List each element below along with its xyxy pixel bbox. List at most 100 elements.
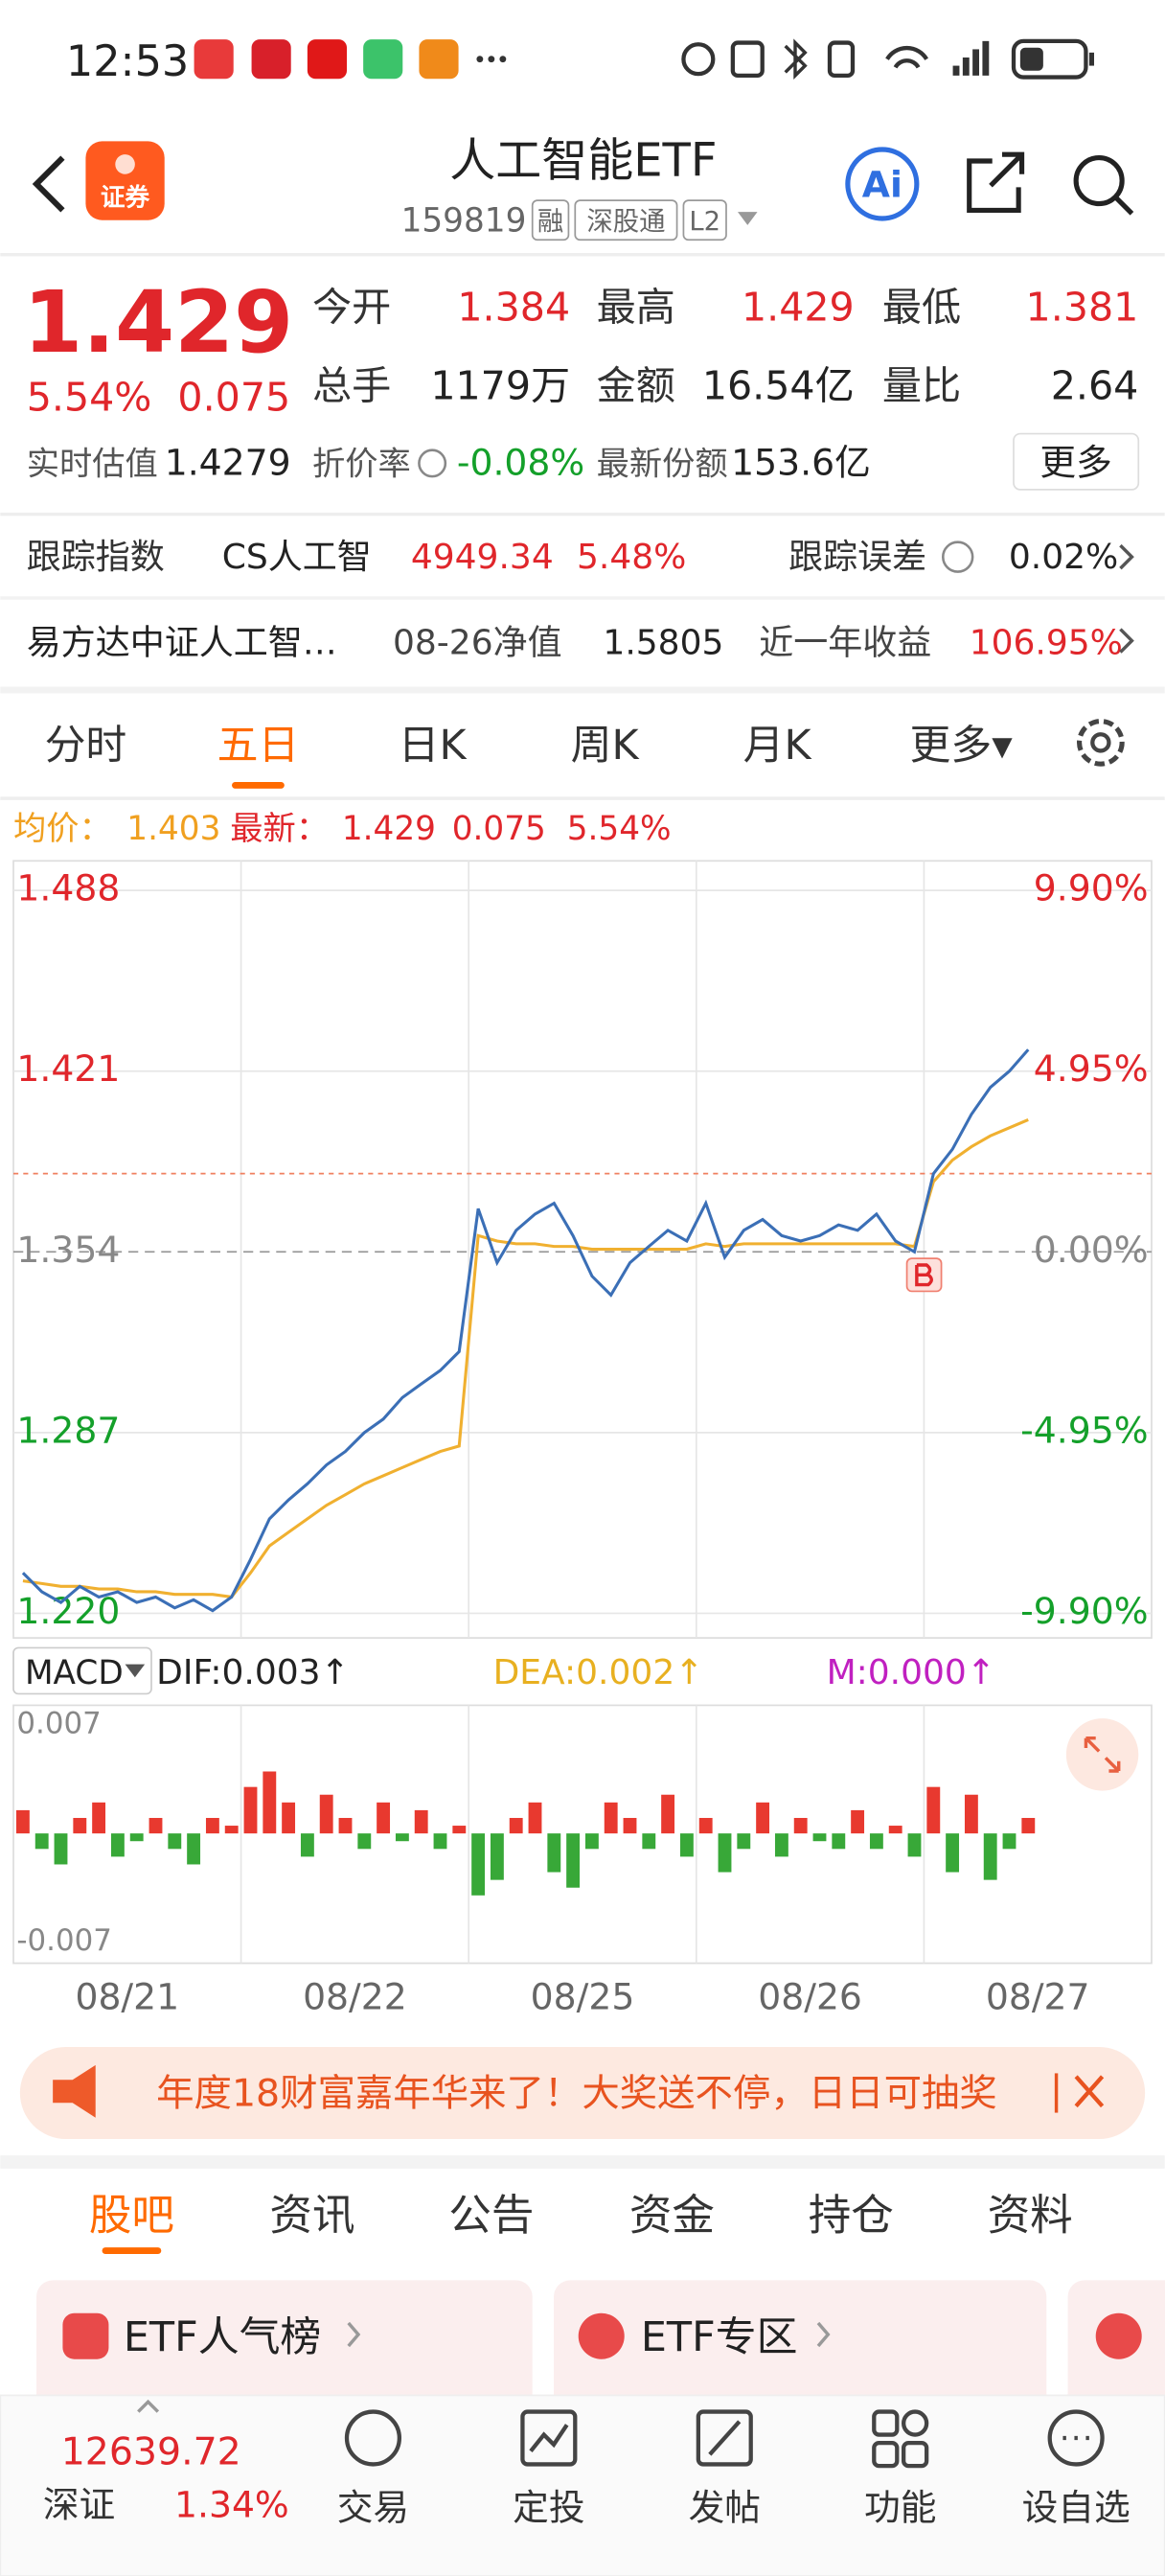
legend-value: 1.403	[126, 810, 220, 848]
field-value: 1.381	[1026, 284, 1139, 330]
macd-bar	[34, 1833, 49, 1850]
field-value: 1.429	[742, 284, 855, 330]
banner[interactable]	[19, 2047, 1146, 2139]
macd-bar	[433, 1833, 447, 1850]
macd-bar	[187, 1833, 201, 1865]
macd-bar	[946, 1833, 960, 1873]
macd-bar	[566, 1833, 581, 1888]
macd-bar	[377, 1802, 391, 1834]
field-value: 2.64	[1051, 363, 1139, 409]
y2-tick-label: 4.95%	[1034, 1047, 1149, 1090]
y-tick-label: 1.287	[16, 1409, 120, 1451]
macd-bar	[793, 1817, 808, 1834]
legend-name: 最新：	[230, 810, 329, 848]
chart-tab[interactable]: 月K	[743, 722, 812, 770]
macd-bar	[282, 1802, 296, 1834]
macd-bar	[263, 1771, 277, 1834]
y-tick-label: 1.421	[16, 1047, 120, 1090]
sub-tab[interactable]: 股吧	[89, 2190, 174, 2240]
macd-bar	[414, 1809, 428, 1834]
indicator: M:0.000↑	[827, 1653, 995, 1692]
back-button[interactable]	[32, 155, 65, 213]
settings-button[interactable]	[1076, 718, 1125, 767]
nav-label: 08-26净值	[393, 623, 562, 662]
x-tick-label: 08/27	[986, 1976, 1090, 2018]
nav-label[interactable]: 定投	[513, 2487, 584, 2529]
chart-tab[interactable]: 日K	[399, 722, 468, 770]
sub-tab[interactable]: 资金	[629, 2190, 715, 2240]
field-label: 今开	[312, 284, 391, 330]
macd-bar	[679, 1833, 694, 1857]
tags: 融 深股通 L2	[531, 199, 758, 242]
nav-label[interactable]: 交易	[337, 2487, 409, 2529]
macd-bar	[642, 1833, 656, 1850]
logo-text: 证券	[101, 183, 150, 212]
logo	[85, 141, 165, 220]
price-frame	[12, 860, 1153, 1639]
x-tick-label: 08/25	[531, 1976, 635, 2018]
macd-bar	[964, 1794, 978, 1834]
card[interactable]	[36, 2280, 533, 2412]
ai-button[interactable]	[845, 147, 920, 221]
x-tick-label: 08/21	[75, 1976, 179, 2018]
x-tick-label: 08/22	[303, 1976, 407, 2018]
y2-tick-label: 9.90%	[1034, 867, 1149, 909]
chart-tab[interactable]: 分时	[45, 722, 127, 770]
macd-bar	[623, 1817, 637, 1834]
change-pct: 5.54%	[27, 375, 152, 421]
macd-bar	[319, 1794, 333, 1834]
index-value[interactable]: 12639.72	[61, 2429, 241, 2473]
search-button[interactable]	[1073, 155, 1134, 216]
banner-close[interactable]	[1074, 2075, 1105, 2108]
macd-bar	[661, 1794, 675, 1834]
shares-label: 最新份额	[597, 445, 728, 483]
return-label: 近一年收益	[759, 623, 931, 662]
field-value: 16.54亿	[702, 363, 855, 409]
sub-tab[interactable]: 公告	[448, 2190, 534, 2240]
nav-label[interactable]: 发帖	[689, 2487, 761, 2529]
nav-label[interactable]: 功能	[864, 2487, 936, 2529]
estimate-label: 实时估值	[27, 445, 158, 483]
y-tick-label: 0.007	[16, 1707, 101, 1741]
field-label: 量比	[882, 363, 961, 409]
chart-tab[interactable]: 五日	[217, 722, 300, 770]
sub-tab[interactable]: 资料	[988, 2190, 1073, 2240]
macd-bar	[92, 1802, 106, 1834]
card-title: ETF专区	[641, 2313, 798, 2361]
macd-frame	[12, 1704, 1153, 1965]
nav-label[interactable]: 设自选	[1022, 2487, 1131, 2529]
card-title: ETF人气榜	[124, 2313, 321, 2361]
title: 人工智能ETF	[449, 133, 717, 187]
macd-title[interactable]: MACD	[25, 1654, 124, 1692]
macd-bar	[224, 1826, 239, 1834]
error-label: 跟踪误差	[788, 538, 926, 577]
macd-bar	[205, 1817, 219, 1834]
y-tick-label: 1.354	[16, 1229, 120, 1271]
macd-bar	[983, 1833, 997, 1880]
sub-tab[interactable]: 资讯	[269, 2190, 354, 2240]
macd-bar	[54, 1833, 68, 1865]
track-pct: 5.48%	[577, 538, 686, 577]
macd-bar	[357, 1833, 372, 1850]
expand-button[interactable]	[1065, 1718, 1139, 1791]
macd-bar	[452, 1826, 467, 1834]
macd-bar	[604, 1802, 618, 1834]
macd-bar	[15, 1809, 30, 1834]
track-label: 跟踪指数	[27, 538, 165, 577]
sub-tab[interactable]: 持仓	[809, 2190, 894, 2240]
chart-tab[interactable]: 周K	[571, 722, 640, 770]
chevrons	[1119, 543, 1134, 654]
track-points: 4949.34	[411, 538, 554, 577]
chart-tab[interactable]: 更多▾	[910, 722, 1014, 770]
macd-bar	[490, 1833, 504, 1880]
y2-tick-label: -9.90%	[1020, 1590, 1148, 1632]
nav-value: 1.5805	[603, 623, 723, 662]
more-button[interactable]	[1013, 432, 1140, 491]
card[interactable]	[554, 2280, 1047, 2412]
macd-bar	[243, 1786, 258, 1834]
share-button[interactable]	[967, 151, 1025, 213]
legend-value: 5.54%	[567, 810, 672, 848]
macd-bar	[73, 1817, 87, 1834]
macd-bar	[168, 1833, 182, 1850]
macd-bar	[1002, 1833, 1017, 1850]
